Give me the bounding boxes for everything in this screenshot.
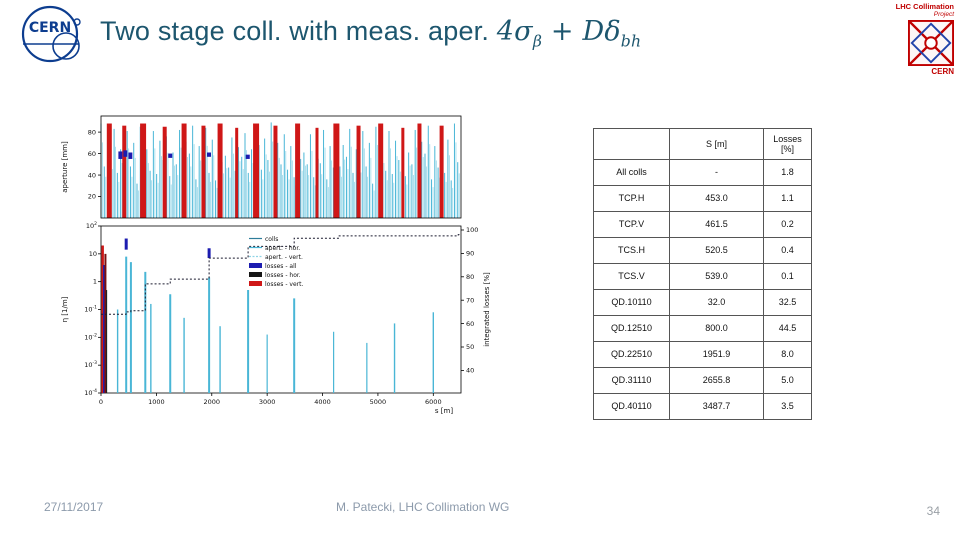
cell: 520.5	[669, 237, 764, 264]
svg-text:integrated losses [%]: integrated losses [%]	[483, 272, 491, 347]
collimator-icon	[908, 20, 954, 66]
results-table: S [m] Losses [%] All colls -1.8 TCP.H 453.0…	[593, 128, 812, 420]
svg-text:3000: 3000	[259, 398, 276, 406]
cern-logo-graphic: CERN	[21, 5, 81, 63]
loss-map-figure: 20 40 60 80 aperture [mm] 102 10 1 10-1 10-2 10-3 1…	[56, 108, 516, 428]
cell: 8.0	[763, 341, 812, 368]
table-row: TCS.V 539.0 0.1	[593, 263, 812, 290]
header-empty	[593, 128, 670, 160]
cell: -	[669, 159, 764, 186]
svg-text:s [m]: s [m]	[435, 407, 453, 415]
header-losses: Losses [%]	[763, 128, 812, 160]
cell: 32.5	[763, 289, 812, 316]
svg-text:50: 50	[466, 343, 474, 351]
svg-text:102: 102	[86, 221, 97, 230]
row-label: All colls	[593, 159, 670, 186]
row-label: TCS.H	[593, 237, 670, 264]
row-label: QD.10110	[593, 289, 670, 316]
table-row: All colls -1.8	[593, 159, 812, 186]
title-text: Two stage coll. with meas. aper.	[100, 16, 497, 46]
table-row: QD.12510 800.0 44.5	[593, 315, 812, 342]
svg-text:4000: 4000	[314, 398, 331, 406]
table-header-row: S [m] Losses [%]	[593, 128, 812, 160]
svg-text:1000: 1000	[148, 398, 165, 406]
lhc-logo-title: LHC Collimation	[895, 2, 954, 11]
svg-text:10-4: 10-4	[84, 388, 97, 397]
footer-credit: M. Patecki, LHC Collimation WG	[336, 500, 510, 514]
cell: 800.0	[669, 315, 764, 342]
cell: 461.5	[669, 211, 764, 238]
cell: 3487.7	[669, 393, 764, 420]
svg-text:10-1: 10-1	[84, 305, 97, 314]
cell: 5.0	[763, 367, 812, 394]
row-label: TCP.H	[593, 185, 670, 212]
svg-text:losses - hor.: losses - hor.	[265, 272, 301, 279]
cell: 32.0	[669, 289, 764, 316]
svg-text:2000: 2000	[203, 398, 220, 406]
cell: 1951.9	[669, 341, 764, 368]
header-s-m: S [m]	[669, 128, 764, 160]
table-row: QD.10110 32.0 32.5	[593, 289, 812, 316]
svg-text:aperture [mm]: aperture [mm]	[61, 141, 69, 193]
cern-logo-text: CERN	[29, 20, 71, 36]
svg-text:20: 20	[88, 193, 96, 201]
svg-text:70: 70	[466, 296, 474, 304]
svg-text:40: 40	[466, 367, 474, 375]
svg-text:apert. - vert.: apert. - vert.	[265, 254, 303, 261]
cell: 539.0	[669, 263, 764, 290]
row-label: QD.12510	[593, 315, 670, 342]
svg-text:10-2: 10-2	[84, 332, 97, 341]
svg-text:80: 80	[88, 128, 96, 136]
cell: 0.4	[763, 237, 812, 264]
table-row: QD.40110 3487.7 3.5	[593, 393, 812, 420]
table-row: QD.22510 1951.9 8.0	[593, 341, 812, 368]
svg-text:6000: 6000	[425, 398, 442, 406]
svg-text:5000: 5000	[370, 398, 387, 406]
svg-text:10-3: 10-3	[84, 360, 97, 369]
svg-text:90: 90	[466, 250, 474, 258]
table-row: TCS.H 520.5 0.4	[593, 237, 812, 264]
svg-text:losses - all: losses - all	[265, 263, 297, 270]
cell: 1.1	[763, 185, 812, 212]
cell: 0.2	[763, 211, 812, 238]
row-label: TCS.V	[593, 263, 670, 290]
cern-logo: CERN	[8, 2, 98, 68]
svg-text:40: 40	[88, 171, 96, 179]
cell: 3.5	[763, 393, 812, 420]
svg-text:100: 100	[466, 226, 478, 234]
footer-date: 27/11/2017	[44, 500, 104, 514]
lhc-collimation-logo: LHC Collimation Project CERN	[874, 2, 954, 76]
row-label: QD.22510	[593, 341, 670, 368]
svg-text:colls: colls	[265, 236, 278, 243]
svg-text:losses - vert.: losses - vert.	[265, 281, 303, 288]
svg-text:10: 10	[89, 250, 97, 258]
svg-text:apert. - hor.: apert. - hor.	[265, 245, 300, 252]
row-label: QD.40110	[593, 393, 670, 420]
table-row: TCP.H 453.0 1.1	[593, 185, 812, 212]
svg-text:η [1/m]: η [1/m]	[61, 296, 69, 322]
cell: 44.5	[763, 315, 812, 342]
svg-text:0: 0	[99, 398, 103, 406]
cell: 2655.8	[669, 367, 764, 394]
row-label: TCP.V	[593, 211, 670, 238]
cell: 0.1	[763, 263, 812, 290]
loss-map-plot-svg: 20 40 60 80 aperture [mm] 102 10 1 10-1 10-2 10-3 1…	[61, 115, 491, 415]
svg-text:1: 1	[93, 278, 97, 286]
table-row: QD.31110 2655.8 5.0	[593, 367, 812, 394]
lhc-logo-subtitle: Project	[933, 11, 954, 18]
svg-text:60: 60	[88, 150, 96, 158]
page-number: 34	[926, 504, 940, 518]
cell: 1.8	[763, 159, 812, 186]
table-row: TCP.V 461.5 0.2	[593, 211, 812, 238]
svg-text:80: 80	[466, 273, 474, 281]
lhc-logo-cern-text: CERN	[931, 67, 954, 76]
row-label: QD.31110	[593, 367, 670, 394]
cell: 453.0	[669, 185, 764, 212]
title-math: 4σβ + Dδbh	[496, 16, 642, 51]
svg-text:60: 60	[466, 320, 474, 328]
page-title: Two stage coll. with meas. aper. 4σβ + D…	[100, 16, 641, 50]
